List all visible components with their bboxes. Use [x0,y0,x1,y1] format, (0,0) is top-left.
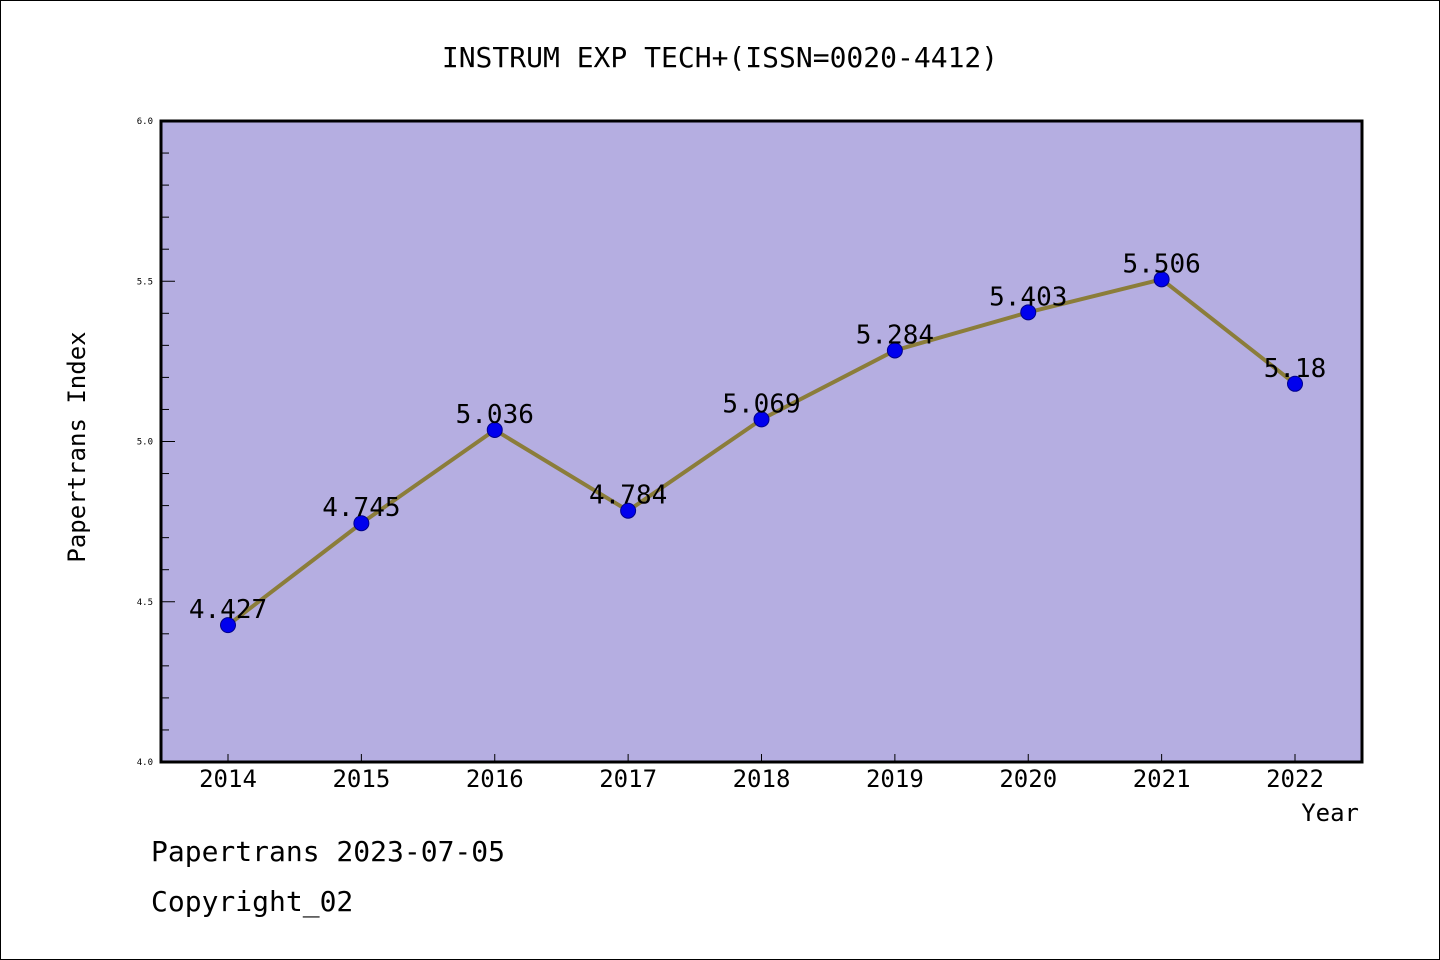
data-point [886,342,903,359]
x-tick-label: 2018 [733,765,791,793]
x-axis: 2014 2015 2016 2017 2018 2019 2020 2021 2022 [199,754,1324,793]
data-label: 4.745 [322,493,400,523]
series-papertrans-index: 4.427 4.745 5.036 4.784 5.069 5.284 5.403 5.506… [189,249,1327,634]
footer-copyright: Copyright_02 [151,885,354,918]
data-label: 5.403 [989,282,1067,312]
y-tick-label: 6.0 [137,117,153,127]
data-point [1287,375,1303,392]
chart-title: INSTRUM EXP TECH+(ISSN=0020-4412) [442,41,998,74]
x-tick-label: 2022 [1266,765,1324,793]
data-label: 5.506 [1122,249,1200,279]
data-point [353,515,370,532]
y-axis-title: Papertrans Index [63,331,91,562]
data-point [620,502,637,519]
y-axis: 4.0 4.5 5.0 5.5 6.0 [137,117,175,768]
data-point [1020,304,1037,321]
x-tick-label: 2021 [1133,765,1191,793]
data-label: 5.18 [1264,354,1327,384]
x-axis-title: Year [1301,799,1359,827]
data-point [753,411,770,428]
data-point [486,421,503,438]
data-point [1153,271,1170,288]
data-label: 5.284 [856,320,934,350]
x-tick-label: 2015 [332,765,390,793]
data-label: 4.784 [589,481,667,511]
x-tick-label: 2017 [599,765,657,793]
y-tick-label: 4.5 [137,598,153,608]
x-tick-label: 2019 [866,765,924,793]
y-tick-label: 5.0 [137,438,153,448]
plot-area [159,119,1364,764]
y-tick-label: 5.5 [137,277,153,287]
y-tick-label: 4.0 [137,758,153,768]
x-tick-label: 2014 [199,765,257,793]
data-label: 5.036 [456,400,534,430]
footer-date: Papertrans 2023-07-05 [151,835,506,868]
data-point [220,617,236,634]
x-tick-label: 2016 [466,765,524,793]
data-label: 4.427 [189,595,267,625]
x-tick-label: 2020 [999,765,1057,793]
data-label: 5.069 [722,389,800,419]
